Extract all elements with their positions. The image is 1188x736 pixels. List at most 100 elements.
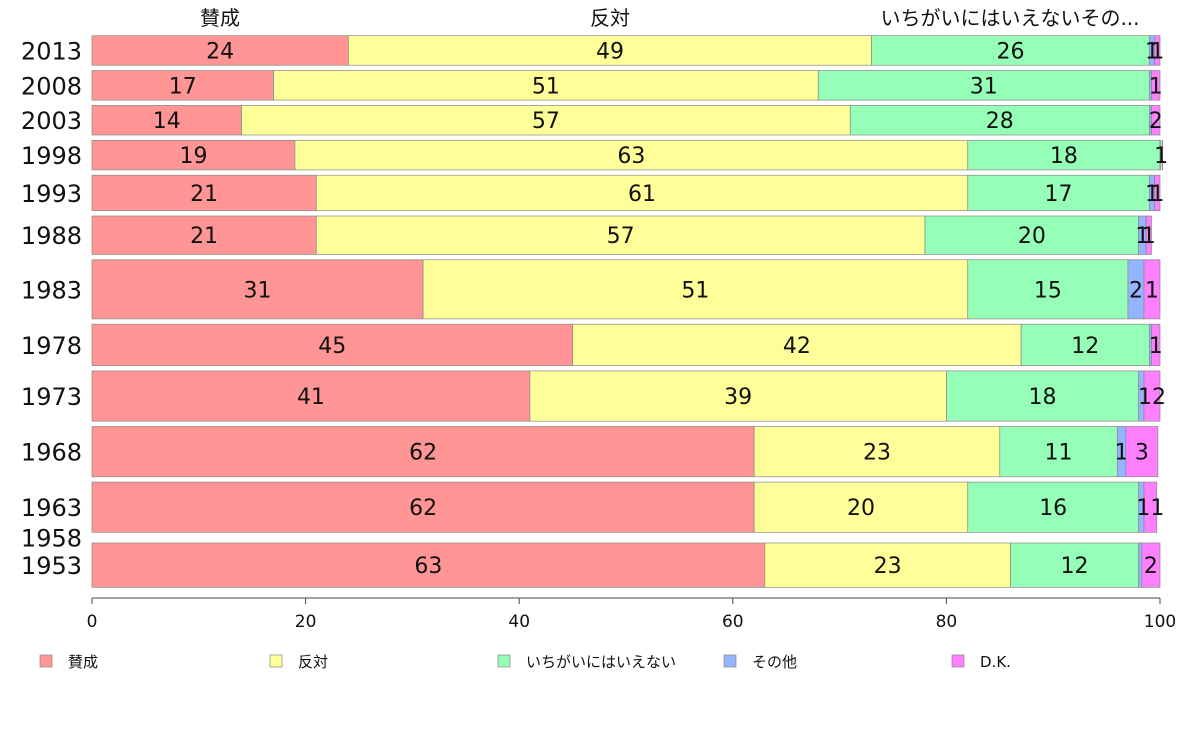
bar-segment-2013-2: [871, 35, 1150, 66]
category-label-1988: 1988: [21, 222, 82, 250]
category-label-1993: 1993: [21, 180, 82, 208]
bar-segment-1968-0: [91, 426, 755, 478]
bar-segment-2003-4: [1151, 105, 1161, 136]
category-label-1998: 1998: [21, 142, 82, 170]
header-label-0: 賛成: [200, 6, 240, 30]
x-tick-label-60: 60: [722, 612, 744, 632]
bar-segment-1978-4: [1151, 323, 1161, 366]
bar-segment-1983-2: [967, 259, 1129, 320]
value-label-1968-1: 23: [863, 441, 891, 466]
category-label-1973: 1973: [21, 383, 82, 411]
bar-segment-1968-1: [753, 426, 1001, 478]
value-label-1973-1: 39: [724, 385, 752, 410]
value-label-1953-1: 23: [874, 554, 902, 579]
bar-segment-1988-1: [315, 215, 926, 255]
bar-segment-1998-3: [1159, 139, 1161, 171]
value-label-1963-4: 11: [1136, 496, 1164, 521]
legend-label-3: その他: [752, 653, 797, 671]
category-label-1953: 1953: [21, 552, 82, 580]
category-label-2008: 2008: [21, 72, 82, 100]
bar-segment-1988-4: [1145, 215, 1152, 255]
value-label-1978-4: 1: [1149, 334, 1163, 359]
bar-segment-2013-1: [347, 35, 872, 66]
value-label-1983-0: 31: [244, 278, 272, 303]
value-label-1953-2: 12: [1061, 554, 1089, 579]
category-label-1963: 1963: [21, 494, 82, 522]
bar-segment-2013-0: [91, 35, 349, 66]
header-label-1: 反対: [590, 6, 630, 30]
bar-segment-1998-2: [967, 139, 1161, 171]
value-label-1988-1: 57: [607, 224, 635, 249]
bar-segment-1973-1: [529, 370, 947, 422]
value-label-1978-0: 45: [318, 334, 346, 359]
legend-label-4: D.K.: [980, 653, 1011, 671]
legend-label-2: いちがいにはいえない: [526, 653, 676, 671]
value-label-1998-4: 1: [1154, 144, 1168, 169]
value-label-1983-2: 15: [1034, 278, 1062, 303]
bar-segment-1983-1: [422, 259, 969, 320]
value-label-1968-4: 3: [1135, 441, 1149, 466]
bar-segment-2008-4: [1151, 70, 1161, 101]
legend-label-0: 賛成: [68, 653, 98, 671]
legend-swatch-2: [497, 654, 511, 668]
value-label-2008-2: 31: [970, 74, 998, 99]
bar-segment-1993-2: [967, 174, 1150, 212]
bar-segment-1953-1: [764, 542, 1011, 588]
bar-segment-2013-4: [1154, 35, 1161, 66]
x-tick-label-0: 0: [87, 612, 98, 632]
legend-swatch-1: [269, 654, 283, 668]
bar-segment-1998-4: [1161, 139, 1163, 171]
bar-segment-1988-0: [91, 215, 317, 255]
value-label-1993-0: 21: [190, 182, 218, 207]
bar-segment-1968-2: [999, 426, 1118, 478]
category-label-1978: 1978: [21, 332, 82, 360]
value-label-2008-4: 1: [1149, 74, 1163, 99]
value-label-1953-4: 2: [1144, 554, 1158, 579]
value-label-1973-4: 12: [1138, 385, 1166, 410]
legend-swatch-3: [723, 654, 737, 668]
x-tick-label-80: 80: [936, 612, 958, 632]
bar-segment-1953-4: [1141, 542, 1161, 588]
bar-segment-1993-1: [315, 174, 969, 212]
value-label-1978-1: 42: [783, 334, 811, 359]
value-label-1968-0: 62: [409, 441, 437, 466]
value-label-1968-3: 1: [1115, 441, 1129, 466]
bar-segment-1973-4: [1143, 370, 1161, 422]
value-label-1973-0: 41: [297, 385, 325, 410]
value-label-1988-4: 1: [1142, 224, 1156, 249]
value-label-2008-1: 51: [532, 74, 560, 99]
value-label-1998-0: 19: [179, 144, 207, 169]
value-label-2013-4: 1: [1150, 39, 1164, 64]
value-label-2008-0: 17: [169, 74, 197, 99]
category-label-1983: 1983: [21, 276, 82, 304]
value-label-1963-1: 20: [847, 496, 875, 521]
bar-segment-2003-2: [849, 105, 1150, 136]
value-label-1988-0: 21: [190, 224, 218, 249]
value-label-1993-2: 17: [1045, 182, 1073, 207]
x-tick-label-40: 40: [508, 612, 530, 632]
value-label-2003-1: 57: [532, 109, 560, 134]
bar-segment-1963-2: [967, 481, 1139, 533]
bar-segment-1978-1: [572, 323, 1022, 366]
bar-segment-1983-0: [91, 259, 424, 320]
bar-segment-1983-4: [1143, 259, 1161, 320]
value-label-1968-2: 11: [1045, 441, 1073, 466]
value-label-1963-2: 16: [1039, 496, 1067, 521]
bar-segment-1993-0: [91, 174, 317, 212]
value-label-1988-2: 20: [1018, 224, 1046, 249]
bar-segment-1988-2: [924, 215, 1139, 255]
x-tick-label-20: 20: [295, 612, 317, 632]
value-label-1953-0: 63: [414, 554, 442, 579]
bar-segment-1978-0: [91, 323, 573, 366]
bar-segment-1963-1: [753, 481, 969, 533]
bar-segment-2008-2: [817, 70, 1150, 101]
value-label-1993-4: 1: [1150, 182, 1164, 207]
bar-segment-1968-4: [1125, 426, 1159, 478]
legend-swatch-4: [951, 654, 965, 668]
value-label-2013-1: 49: [596, 39, 624, 64]
category-label-1958: 1958: [21, 525, 82, 553]
bar-segment-1978-2: [1020, 323, 1150, 366]
bar-segment-1953-2: [1010, 542, 1139, 588]
bar-segment-1998-1: [294, 139, 969, 171]
